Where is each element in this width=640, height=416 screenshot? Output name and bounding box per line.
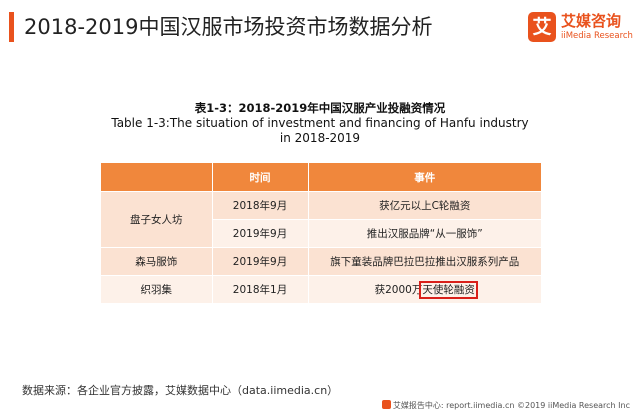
table-caption-en-line2: in 2018-2019 — [279, 131, 361, 145]
logo-name-cn: 艾媒咨询 — [561, 12, 622, 30]
table-header-row: 时间 事件 — [101, 163, 541, 192]
footer: 艾媒报告中心: report.iimedia.cn ©2019 iiMedia … — [0, 398, 640, 416]
time-cell: 2019年9月 — [212, 247, 309, 276]
data-source-note: 数据来源：各企业官方披露，艾媒数据中心（data.iimedia.cn） — [22, 384, 339, 397]
column-header-time: 时间 — [212, 163, 309, 192]
time-cell: 2018年9月 — [212, 191, 309, 220]
footer-text-wrap: 艾媒报告中心: report.iimedia.cn ©2019 iiMedia … — [381, 400, 630, 412]
table-caption-cn: 表1-3：2018-2019年中国汉服产业投融资情况 — [194, 101, 446, 115]
logo-mark-icon: 艾 — [528, 12, 556, 42]
column-header-event: 事件 — [308, 163, 541, 192]
report-center-icon — [381, 400, 391, 409]
column-header-company — [101, 163, 213, 192]
company-cell: 盘子女人坊 — [101, 191, 213, 248]
highlighted-event-text: 天使轮融资 — [419, 281, 478, 299]
event-cell: 获2000万天使轮融资 — [308, 275, 541, 303]
page-title: 2018-2019中国汉服市场投资市场数据分析 — [24, 15, 433, 39]
time-cell: 2018年1月 — [212, 275, 309, 303]
table-row: 森马服饰 2019年9月 旗下童装品牌巴拉巴拉推出汉服系列产品 — [101, 247, 541, 276]
table-row: 织羽集 2018年1月 获2000万天使轮融资 — [101, 275, 541, 303]
footer-text: 艾媒报告中心: report.iimedia.cn ©2019 iiMedia … — [392, 401, 630, 410]
company-cell: 森马服饰 — [101, 247, 213, 276]
title-accent-bar — [9, 12, 14, 42]
time-cell: 2019年9月 — [212, 219, 309, 248]
table-row: 盘子女人坊 2018年9月 获亿元以上C轮融资 — [101, 191, 541, 248]
iimedia-logo: 艾 艾媒咨询 iiMedia Research — [528, 12, 634, 46]
event-cell: 推出汉服品牌“从一服饰” — [308, 219, 541, 248]
logo-name-en: iiMedia Research — [561, 31, 633, 41]
investment-table: 时间 事件 盘子女人坊 2018年9月 获亿元以上C轮融资 2019年9月 推出… — [101, 163, 541, 303]
table-caption-en-line1: Table 1-3:The situation of investment an… — [111, 116, 529, 130]
table-row: 2019年9月 推出汉服品牌“从一服饰” — [101, 219, 541, 248]
event-text: 获2000万 — [374, 284, 423, 296]
event-cell: 获亿元以上C轮融资 — [308, 191, 541, 220]
event-cell: 旗下童装品牌巴拉巴拉推出汉服系列产品 — [308, 247, 541, 276]
company-cell: 织羽集 — [101, 275, 213, 303]
